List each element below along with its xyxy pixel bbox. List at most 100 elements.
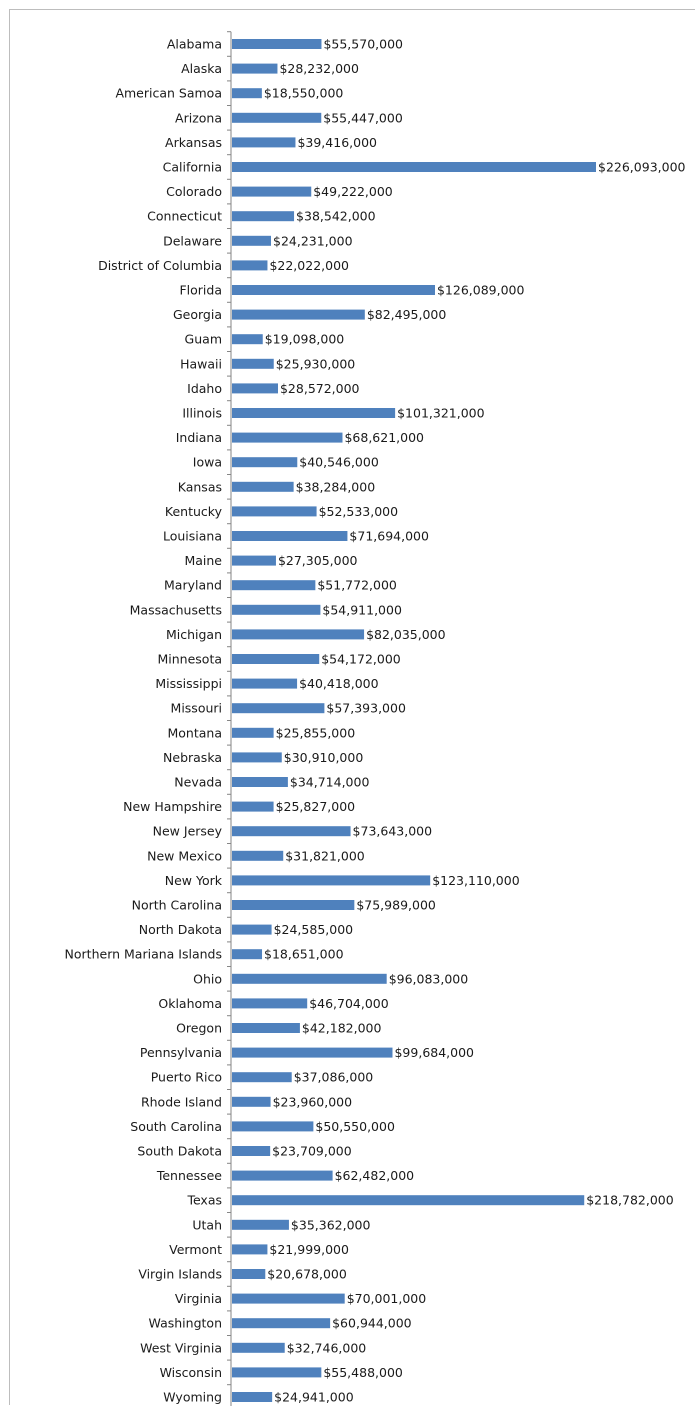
category-label: Wisconsin bbox=[160, 1365, 222, 1380]
bar bbox=[232, 850, 284, 861]
bar bbox=[232, 801, 274, 812]
bar bbox=[232, 1367, 322, 1378]
data-label: $28,572,000 bbox=[280, 381, 360, 396]
bar bbox=[232, 137, 296, 148]
category-label: Northern Mariana Islands bbox=[65, 947, 222, 962]
bar bbox=[232, 555, 276, 566]
data-label: $40,546,000 bbox=[299, 455, 379, 470]
category-label: District of Columbia bbox=[98, 258, 222, 273]
data-label: $19,098,000 bbox=[265, 332, 345, 347]
data-label: $37,086,000 bbox=[294, 1070, 374, 1085]
category-label: Tennessee bbox=[156, 1168, 222, 1183]
bar bbox=[232, 1293, 345, 1304]
data-label: $25,827,000 bbox=[276, 799, 356, 814]
bar bbox=[232, 1096, 271, 1107]
category-label: Alaska bbox=[181, 61, 222, 76]
category-label: North Dakota bbox=[139, 922, 222, 937]
category-label: Maryland bbox=[164, 578, 222, 593]
category-label: Illinois bbox=[182, 406, 222, 421]
category-label: Connecticut bbox=[147, 209, 222, 224]
bar bbox=[232, 727, 274, 738]
bar bbox=[232, 235, 272, 246]
category-label: Louisiana bbox=[163, 529, 222, 544]
category-label: New York bbox=[165, 873, 223, 888]
category-label: Mississippi bbox=[155, 676, 222, 691]
data-label: $31,821,000 bbox=[285, 848, 365, 863]
category-label: Missouri bbox=[171, 701, 222, 716]
data-label: $54,172,000 bbox=[321, 652, 401, 667]
category-label: Oklahoma bbox=[158, 996, 222, 1011]
data-label: $38,542,000 bbox=[296, 209, 376, 224]
category-label: Florida bbox=[179, 283, 222, 298]
data-label: $226,093,000 bbox=[598, 160, 686, 175]
bar bbox=[232, 211, 295, 222]
data-label: $24,585,000 bbox=[274, 922, 354, 937]
category-label: North Carolina bbox=[132, 898, 222, 913]
bar bbox=[232, 260, 268, 271]
bar bbox=[232, 1170, 333, 1181]
data-label: $22,022,000 bbox=[269, 258, 349, 273]
bar bbox=[232, 112, 322, 123]
bar bbox=[232, 875, 431, 886]
data-label: $55,488,000 bbox=[323, 1365, 403, 1380]
bar bbox=[232, 408, 396, 418]
category-label: New Hampshire bbox=[123, 799, 222, 814]
bar bbox=[232, 309, 365, 320]
bar bbox=[232, 1318, 331, 1329]
category-label: Wyoming bbox=[163, 1390, 222, 1405]
bar bbox=[232, 998, 308, 1009]
bar bbox=[232, 1269, 266, 1279]
data-label: $30,910,000 bbox=[284, 750, 364, 765]
bar bbox=[232, 358, 274, 369]
bar bbox=[232, 1146, 271, 1156]
category-label: West Virginia bbox=[140, 1340, 222, 1355]
data-label: $27,305,000 bbox=[278, 553, 358, 568]
bar bbox=[232, 186, 312, 197]
data-label: $55,447,000 bbox=[323, 110, 403, 125]
data-label: $40,418,000 bbox=[299, 676, 379, 691]
bar bbox=[232, 1121, 314, 1132]
category-label: Colorado bbox=[166, 184, 222, 199]
bar bbox=[232, 777, 288, 787]
category-label: Delaware bbox=[163, 233, 222, 248]
category-label: Vermont bbox=[169, 1242, 222, 1257]
data-label: $101,321,000 bbox=[397, 406, 485, 421]
data-label: $18,550,000 bbox=[264, 86, 344, 101]
data-label: $218,782,000 bbox=[586, 1193, 674, 1208]
data-label: $23,960,000 bbox=[273, 1094, 353, 1109]
category-label: Massachusetts bbox=[130, 602, 222, 617]
bar bbox=[232, 949, 263, 960]
bar bbox=[232, 629, 365, 640]
category-label: Arkansas bbox=[165, 135, 222, 150]
bar bbox=[232, 1195, 585, 1206]
bar bbox=[232, 752, 282, 763]
category-label: Minnesota bbox=[157, 652, 222, 667]
data-label: $39,416,000 bbox=[297, 135, 377, 150]
chart-frame: Alabama $55,570,000 Alaska $28,232,000 Ameri… bbox=[9, 9, 695, 1406]
data-label: $23,709,000 bbox=[272, 1144, 352, 1159]
bar bbox=[232, 39, 322, 49]
category-label: Virgin Islands bbox=[138, 1267, 222, 1282]
data-label: $71,694,000 bbox=[349, 529, 429, 544]
data-label: $24,231,000 bbox=[273, 233, 353, 248]
bar bbox=[232, 1392, 273, 1402]
data-label: $25,855,000 bbox=[276, 725, 356, 740]
category-label: Puerto Rico bbox=[151, 1070, 222, 1085]
bar bbox=[232, 432, 343, 443]
data-label: $73,643,000 bbox=[353, 824, 433, 839]
bar bbox=[232, 1023, 300, 1033]
data-label: $24,941,000 bbox=[274, 1390, 354, 1405]
category-label: Hawaii bbox=[180, 356, 222, 371]
data-label: $68,621,000 bbox=[344, 430, 424, 445]
data-label: $35,362,000 bbox=[291, 1217, 371, 1232]
category-label: New Jersey bbox=[153, 824, 223, 839]
category-label: Georgia bbox=[173, 307, 222, 322]
bar bbox=[232, 383, 278, 394]
bar bbox=[232, 285, 435, 295]
data-label: $49,222,000 bbox=[313, 184, 393, 199]
bar-chart: Alabama $55,570,000 Alaska $28,232,000 Ameri… bbox=[65, 31, 686, 1406]
data-label: $62,482,000 bbox=[335, 1168, 415, 1183]
bar bbox=[232, 1244, 268, 1255]
data-label: $34,714,000 bbox=[290, 775, 370, 790]
data-label: $25,930,000 bbox=[276, 356, 356, 371]
